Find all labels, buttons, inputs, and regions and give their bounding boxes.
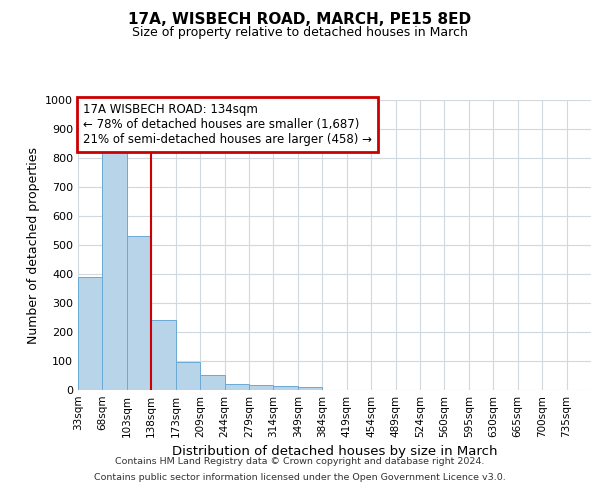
Text: Contains public sector information licensed under the Open Government Licence v3: Contains public sector information licen…: [94, 472, 506, 482]
Bar: [103, 150, 127, 390]
Text: 17A WISBECH ROAD: 134sqm
← 78% of detached houses are smaller (1,687)
21% of sem: 17A WISBECH ROAD: 134sqm ← 78% of detach…: [83, 103, 372, 146]
Bar: [298, 387, 322, 390]
X-axis label: Distribution of detached houses by size in March: Distribution of detached houses by size …: [172, 446, 497, 458]
Bar: [224, 384, 249, 390]
Bar: [274, 386, 298, 390]
Bar: [176, 362, 200, 390]
Text: Size of property relative to detached houses in March: Size of property relative to detached ho…: [132, 26, 468, 39]
Text: Contains HM Land Registry data © Crown copyright and database right 2024.: Contains HM Land Registry data © Crown c…: [115, 458, 485, 466]
Text: 17A, WISBECH ROAD, MARCH, PE15 8ED: 17A, WISBECH ROAD, MARCH, PE15 8ED: [128, 12, 472, 28]
Bar: [127, 236, 151, 390]
Bar: [78, 277, 103, 390]
Bar: [249, 385, 274, 390]
Y-axis label: Number of detached properties: Number of detached properties: [26, 146, 40, 344]
Bar: [200, 375, 224, 390]
Bar: [151, 320, 176, 390]
